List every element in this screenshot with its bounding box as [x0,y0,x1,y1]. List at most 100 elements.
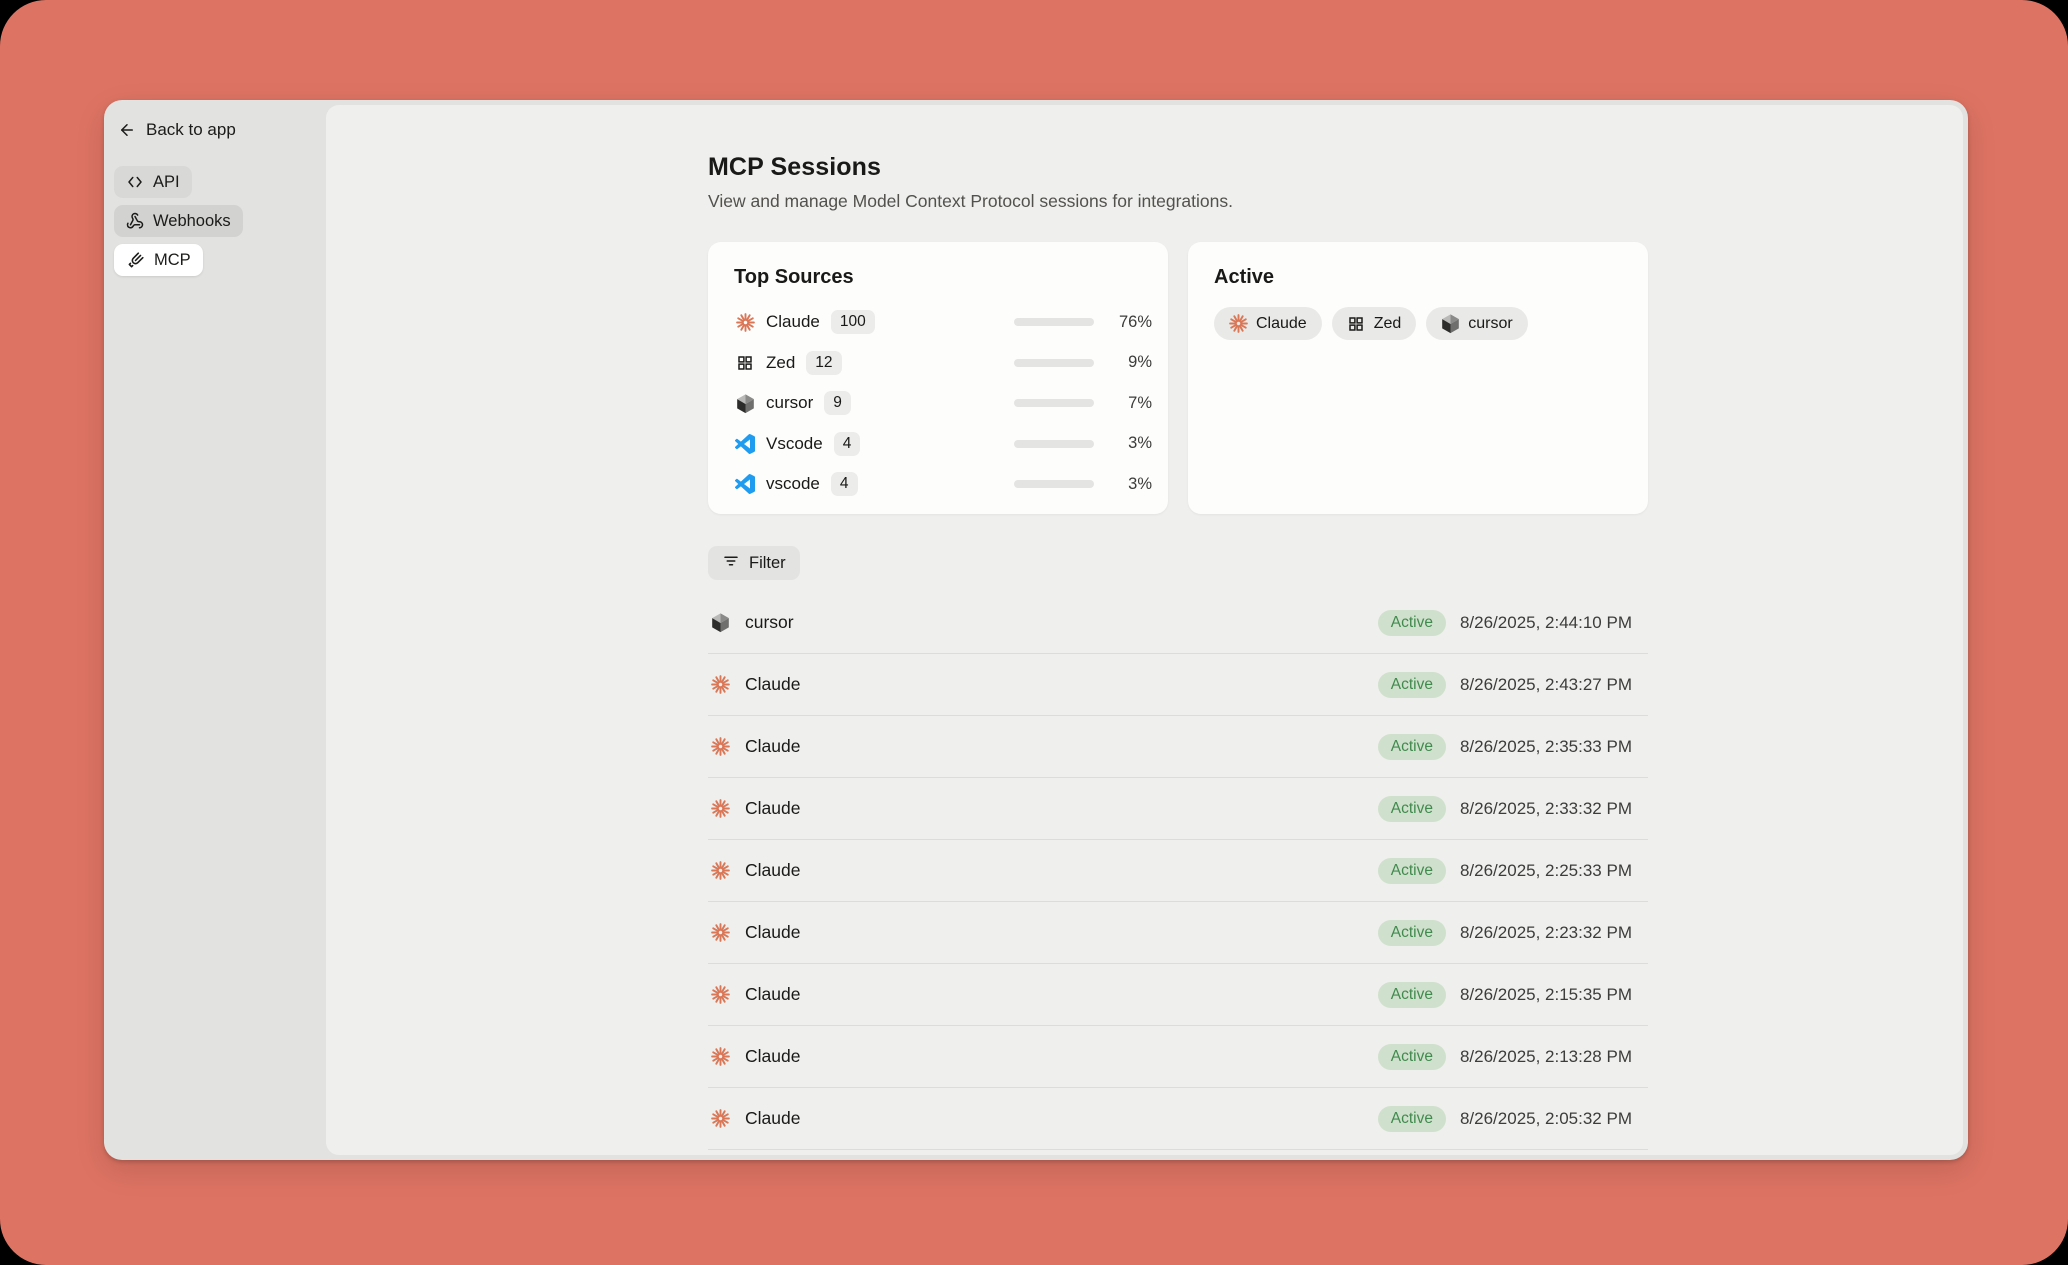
source-name: vscode [766,474,820,494]
session-row[interactable]: Claude Active 8/26/2025, 2:05:32 PM [708,1088,1648,1150]
back-to-app-button[interactable]: Back to app [114,114,316,146]
claude-icon [708,1045,732,1069]
session-status-badge: Active [1377,733,1446,760]
active-source-chip: Claude [1214,307,1322,340]
top-sources-card: Top Sources Claude 100 76% Zed 12 9% cur… [708,242,1168,514]
source-count-badge: 9 [824,391,851,416]
source-progress-bar [1014,318,1094,327]
active-source-chip: Zed [1331,307,1417,340]
session-name: Claude [745,798,801,818]
source-progress-bar [1014,480,1094,489]
session-timestamp: 8/26/2025, 2:05:32 PM [1459,1108,1632,1128]
source-row: vscode 4 3% [734,464,1152,505]
session-timestamp: 8/26/2025, 2:23:32 PM [1459,922,1632,942]
session-row[interactable]: Claude Active 8/26/2025, 2:33:32 PM [708,778,1648,840]
source-percent: 9% [1128,353,1152,372]
mcp-icon [126,251,145,270]
source-progress-bar [1014,439,1094,448]
stats-cards: Top Sources Claude 100 76% Zed 12 9% cur… [708,242,1648,514]
settings-window: Back to app API Webhooks MCP MCP Session… [104,100,1968,1160]
source-row: cursor 9 7% [734,383,1152,424]
chip-label: cursor [1468,314,1513,332]
filter-button[interactable]: Filter [708,546,800,580]
source-name: Claude [766,312,820,332]
session-name: Claude [745,736,801,756]
active-card-title: Active [1214,266,1275,288]
source-percent: 7% [1128,393,1152,412]
webhook-icon [126,212,144,230]
vscode-icon [734,433,756,455]
sidebar: Back to app API Webhooks MCP [104,100,326,1160]
source-name: Vscode [766,433,823,453]
session-timestamp: 8/26/2025, 2:44:10 PM [1459,612,1632,632]
cursor-icon [734,392,756,414]
cursor-icon [1441,314,1459,334]
source-percent: 3% [1128,434,1152,453]
claude-icon [708,735,732,759]
source-name: Zed [766,352,796,372]
session-status-badge: Active [1377,795,1446,822]
session-row[interactable]: cursor Active 8/26/2025, 2:44:10 PM [708,592,1648,654]
cursor-icon [708,611,732,635]
session-name: Claude [745,1046,801,1066]
sidebar-item-webhooks[interactable]: Webhooks [114,205,243,237]
active-source-chip: cursor [1426,307,1528,340]
source-row: Claude 100 76% [734,302,1152,343]
chip-label: Zed [1373,314,1402,332]
session-name: Claude [745,1108,801,1128]
claude-icon [708,673,732,697]
arrow-left-icon [118,121,136,139]
back-to-app-label: Back to app [146,120,236,139]
session-status-badge: Active [1377,981,1446,1008]
source-count-badge: 12 [806,350,842,375]
session-status-badge: Active [1377,609,1446,636]
session-row[interactable]: Claude Active 8/26/2025, 2:35:33 PM [708,716,1648,778]
sidebar-nav: API Webhooks MCP [114,166,316,276]
session-name: Claude [745,922,801,942]
claude-icon [734,311,756,333]
session-status-badge: Active [1377,857,1446,884]
source-row: Vscode 4 3% [734,424,1152,465]
claude-icon [1228,314,1248,333]
session-row[interactable]: Claude Active 8/26/2025, 2:43:27 PM [708,654,1648,716]
session-timestamp: 8/26/2025, 2:33:32 PM [1459,798,1632,818]
source-row: Zed 12 9% [734,343,1152,384]
page-title: MCP Sessions [708,153,882,181]
claude-icon [708,921,732,945]
session-row[interactable]: Claude Active 8/26/2025, 2:25:33 PM [708,840,1648,902]
session-name: cursor [745,612,794,632]
session-name: Claude [745,860,801,880]
source-count-badge: 4 [830,472,858,497]
top-sources-title: Top Sources [734,266,854,288]
active-chips: Claude Zed cursor [1214,307,1632,340]
filter-icon [722,552,740,575]
chip-label: Claude [1256,314,1307,332]
session-status-badge: Active [1377,919,1446,946]
session-timestamp: 8/26/2025, 2:35:33 PM [1459,736,1632,756]
source-progress-bar [1014,358,1094,367]
session-name: Claude [745,984,801,1004]
zed-icon [1347,315,1365,333]
session-row[interactable]: Claude Active 8/26/2025, 2:15:35 PM [708,964,1648,1026]
session-status-badge: Active [1377,1105,1446,1132]
session-timestamp: 8/26/2025, 2:43:27 PM [1459,674,1632,694]
source-count-badge: 4 [833,431,861,456]
source-progress-bar [1014,399,1094,408]
session-row[interactable]: Claude Active 8/26/2025, 2:13:28 PM [708,1026,1648,1088]
source-name: cursor [766,393,814,413]
active-card: Active Claude Zed cursor [1188,242,1648,514]
session-status-badge: Active [1377,1043,1446,1070]
session-timestamp: 8/26/2025, 2:13:28 PM [1459,1046,1632,1066]
session-row[interactable]: Claude Active 8/26/2025, 2:23:32 PM [708,902,1648,964]
claude-icon [708,983,732,1007]
source-percent: 3% [1128,474,1152,493]
session-status-badge: Active [1377,671,1446,698]
session-name: Claude [745,674,801,694]
sidebar-item-mcp[interactable]: MCP [114,244,203,276]
source-count-badge: 100 [830,310,875,335]
sidebar-item-api[interactable]: API [114,166,192,198]
code-icon [126,173,144,191]
source-percent: 76% [1118,312,1152,331]
zed-icon [734,352,756,374]
